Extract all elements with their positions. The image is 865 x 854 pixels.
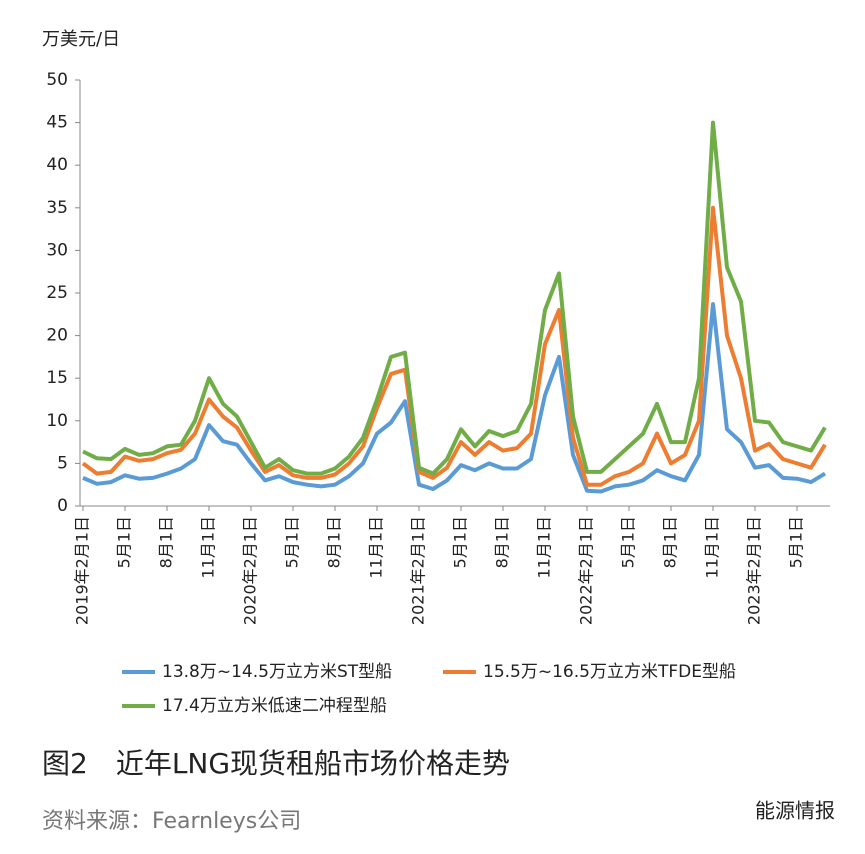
y-tick-label: 35: [46, 198, 68, 218]
x-tick-label: 5月1日: [787, 516, 806, 568]
caption: 图2 近年LNG现货租船市场价格走势: [42, 747, 510, 780]
y-tick-label: 50: [46, 70, 68, 90]
x-tick-label: 11月1日: [199, 516, 218, 579]
x-tick-label: 2020年2月1日: [241, 516, 260, 625]
legend-label: 17.4万立方米低速二冲程型船: [162, 696, 387, 716]
x-tick-label: 11月1日: [535, 516, 554, 579]
y-tick-label: 25: [46, 283, 68, 303]
y-tick-label: 45: [46, 113, 68, 133]
series-line: [81, 205, 827, 487]
legend-label: 13.8万~14.5万立方米ST型船: [162, 662, 392, 682]
x-tick-label: 8月1日: [157, 516, 176, 568]
x-tick-label: 11月1日: [703, 516, 722, 579]
y-tick-label: 20: [46, 326, 68, 346]
y-unit: 万美元/日: [42, 29, 120, 50]
x-tick-label: 8月1日: [325, 516, 344, 568]
x-tick-label: 8月1日: [661, 516, 680, 568]
x-tick-label: 5月1日: [451, 516, 470, 568]
x-tick-label: 2021年2月1日: [409, 516, 428, 625]
source: 资料来源：Fearnleys公司: [42, 809, 301, 834]
x-tick-label: 2019年2月1日: [73, 516, 92, 625]
x-tick-label: 2023年2月1日: [745, 516, 764, 625]
y-tick-label: 15: [46, 368, 68, 388]
y-tick-label: 5: [57, 453, 68, 473]
watermark: 能源情报: [755, 799, 835, 823]
legend-label: 15.5万~16.5万立方米TFDE型船: [483, 662, 736, 682]
series-line: [82, 120, 827, 476]
x-tick-label: 5月1日: [619, 516, 638, 568]
x-tick-label: 2022年2月1日: [577, 516, 596, 625]
y-tick-label: 30: [46, 240, 68, 260]
y-tick-label: 40: [46, 155, 68, 175]
x-tick-label: 11月1日: [367, 516, 386, 579]
series-line: [82, 302, 827, 494]
y-tick-label: 0: [57, 496, 68, 516]
y-tick-label: 10: [46, 411, 68, 431]
x-tick-label: 5月1日: [283, 516, 302, 568]
x-tick-label: 5月1日: [115, 516, 134, 568]
x-tick-label: 8月1日: [493, 516, 512, 568]
